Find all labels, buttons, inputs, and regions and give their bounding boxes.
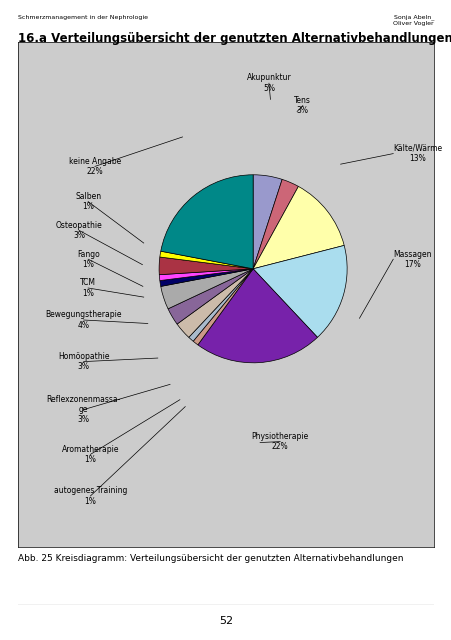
Wedge shape — [160, 251, 253, 269]
Wedge shape — [193, 269, 253, 345]
Text: Akupunktur
5%: Akupunktur 5% — [246, 74, 291, 93]
Wedge shape — [253, 179, 298, 269]
Wedge shape — [253, 175, 281, 269]
Wedge shape — [253, 245, 346, 337]
Wedge shape — [177, 269, 253, 337]
Text: Salben
1%: Salben 1% — [75, 192, 101, 211]
Wedge shape — [160, 269, 253, 287]
Text: TCM
1%: TCM 1% — [80, 278, 96, 298]
Text: Reflexzonenmassa-
ge
3%: Reflexzonenmassa- ge 3% — [46, 395, 120, 424]
Text: 52: 52 — [218, 616, 233, 626]
Text: Fango
1%: Fango 1% — [77, 250, 99, 269]
Wedge shape — [159, 269, 253, 280]
Text: Sonja Abeln_
Oliver Vogler: Sonja Abeln_ Oliver Vogler — [392, 15, 433, 26]
Wedge shape — [198, 269, 317, 363]
Text: Abb. 25 Kreisdiagramm: Verteilungsübersicht der genutzten Alternativbehandlungen: Abb. 25 Kreisdiagramm: Verteilungsübersi… — [18, 554, 403, 563]
Text: Osteopathie
3%: Osteopathie 3% — [55, 221, 102, 240]
Wedge shape — [159, 257, 253, 275]
Text: Aromatherapie
1%: Aromatherapie 1% — [61, 445, 119, 464]
Wedge shape — [161, 269, 253, 309]
Wedge shape — [253, 186, 343, 269]
Text: autogenes Training
1%: autogenes Training 1% — [54, 486, 127, 506]
Text: Bewegungstherapie
4%: Bewegungstherapie 4% — [45, 310, 122, 330]
Wedge shape — [168, 269, 253, 324]
Text: Massagen
17%: Massagen 17% — [392, 250, 431, 269]
Text: Schmerzmanagement in der Nephrologie: Schmerzmanagement in der Nephrologie — [18, 15, 148, 20]
Text: Kälte/Wärme
13%: Kälte/Wärme 13% — [392, 144, 442, 163]
Wedge shape — [189, 269, 253, 341]
Text: Physiotherapie
22%: Physiotherapie 22% — [251, 432, 308, 451]
Text: 16.a Verteilungsübersicht der genutzten Alternativbehandlungen: 16.a Verteilungsübersicht der genutzten … — [18, 32, 451, 45]
Text: Homöopathie
3%: Homöopathie 3% — [58, 352, 109, 371]
Text: keine Angabe
22%: keine Angabe 22% — [69, 157, 121, 176]
Text: Tens
3%: Tens 3% — [294, 96, 311, 115]
Wedge shape — [161, 175, 253, 269]
